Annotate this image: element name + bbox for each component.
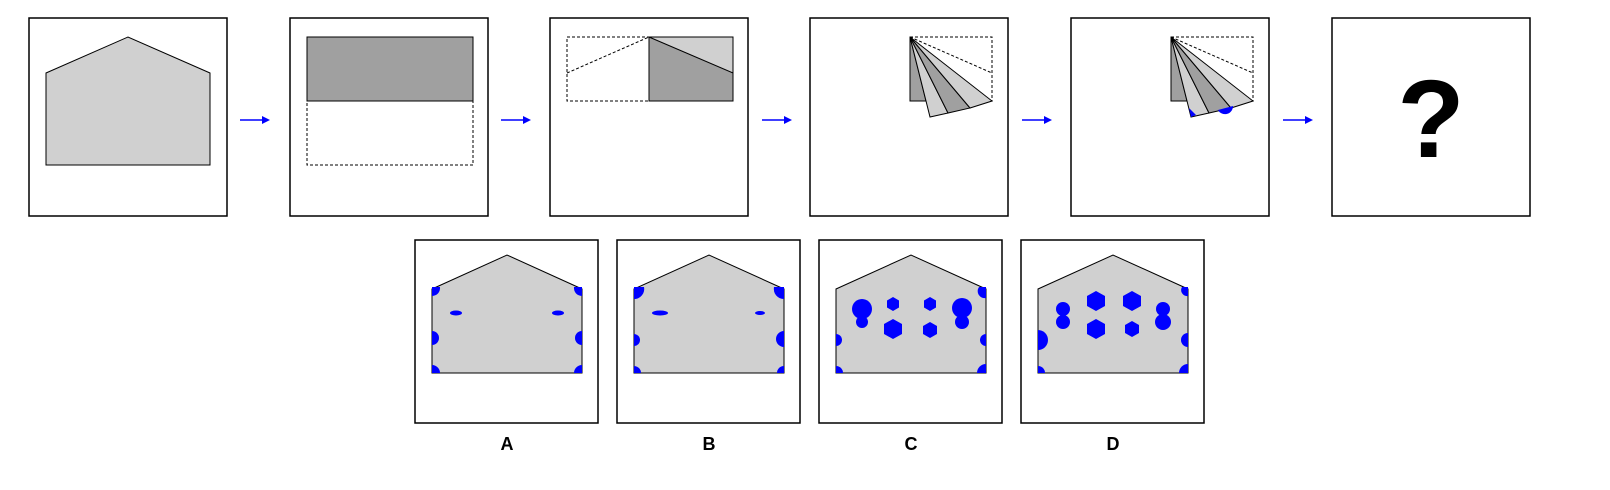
option-c-label: C bbox=[905, 434, 918, 454]
step-4-frame bbox=[809, 17, 1009, 217]
step-4-fan-fold bbox=[809, 17, 1009, 217]
arrow-4 bbox=[1022, 116, 1052, 124]
step-2-fold-up bbox=[289, 17, 489, 217]
step-5-frame bbox=[1070, 17, 1270, 217]
step-3-fold-left bbox=[549, 17, 749, 217]
step-5-holes-punched bbox=[1070, 17, 1270, 217]
option-d-label: D bbox=[1107, 434, 1120, 454]
option-c-holes bbox=[836, 287, 986, 373]
option-b-label: B bbox=[703, 434, 716, 454]
option-b[interactable]: B bbox=[616, 239, 801, 454]
folded-roof-corner bbox=[648, 36, 734, 74]
option-b-holes bbox=[634, 287, 784, 373]
option-a-holes bbox=[432, 287, 582, 373]
punched-hole bbox=[1218, 106, 1234, 115]
step-6-frame bbox=[1331, 17, 1531, 217]
punched-hole bbox=[1189, 108, 1196, 117]
option-d-paper bbox=[1037, 254, 1189, 374]
option-c[interactable]: C bbox=[818, 239, 1003, 454]
option-a-label: A bbox=[501, 434, 514, 454]
question-mark: ? bbox=[1397, 58, 1464, 181]
option-d-holes bbox=[1038, 287, 1188, 373]
step-6-question: ? bbox=[1331, 17, 1531, 217]
option-a[interactable]: A bbox=[414, 239, 599, 454]
arrow-2 bbox=[501, 116, 531, 124]
step-1-unfolded-paper bbox=[28, 17, 228, 217]
house-shaped-paper bbox=[45, 36, 211, 166]
original-bottom-outline bbox=[306, 100, 474, 166]
option-c-paper bbox=[835, 254, 987, 374]
option-d[interactable]: D bbox=[1020, 239, 1205, 454]
arrow-3 bbox=[762, 116, 792, 124]
arrow-5 bbox=[1283, 116, 1313, 124]
folded-top-half bbox=[306, 36, 474, 102]
arrow-1 bbox=[240, 116, 270, 124]
